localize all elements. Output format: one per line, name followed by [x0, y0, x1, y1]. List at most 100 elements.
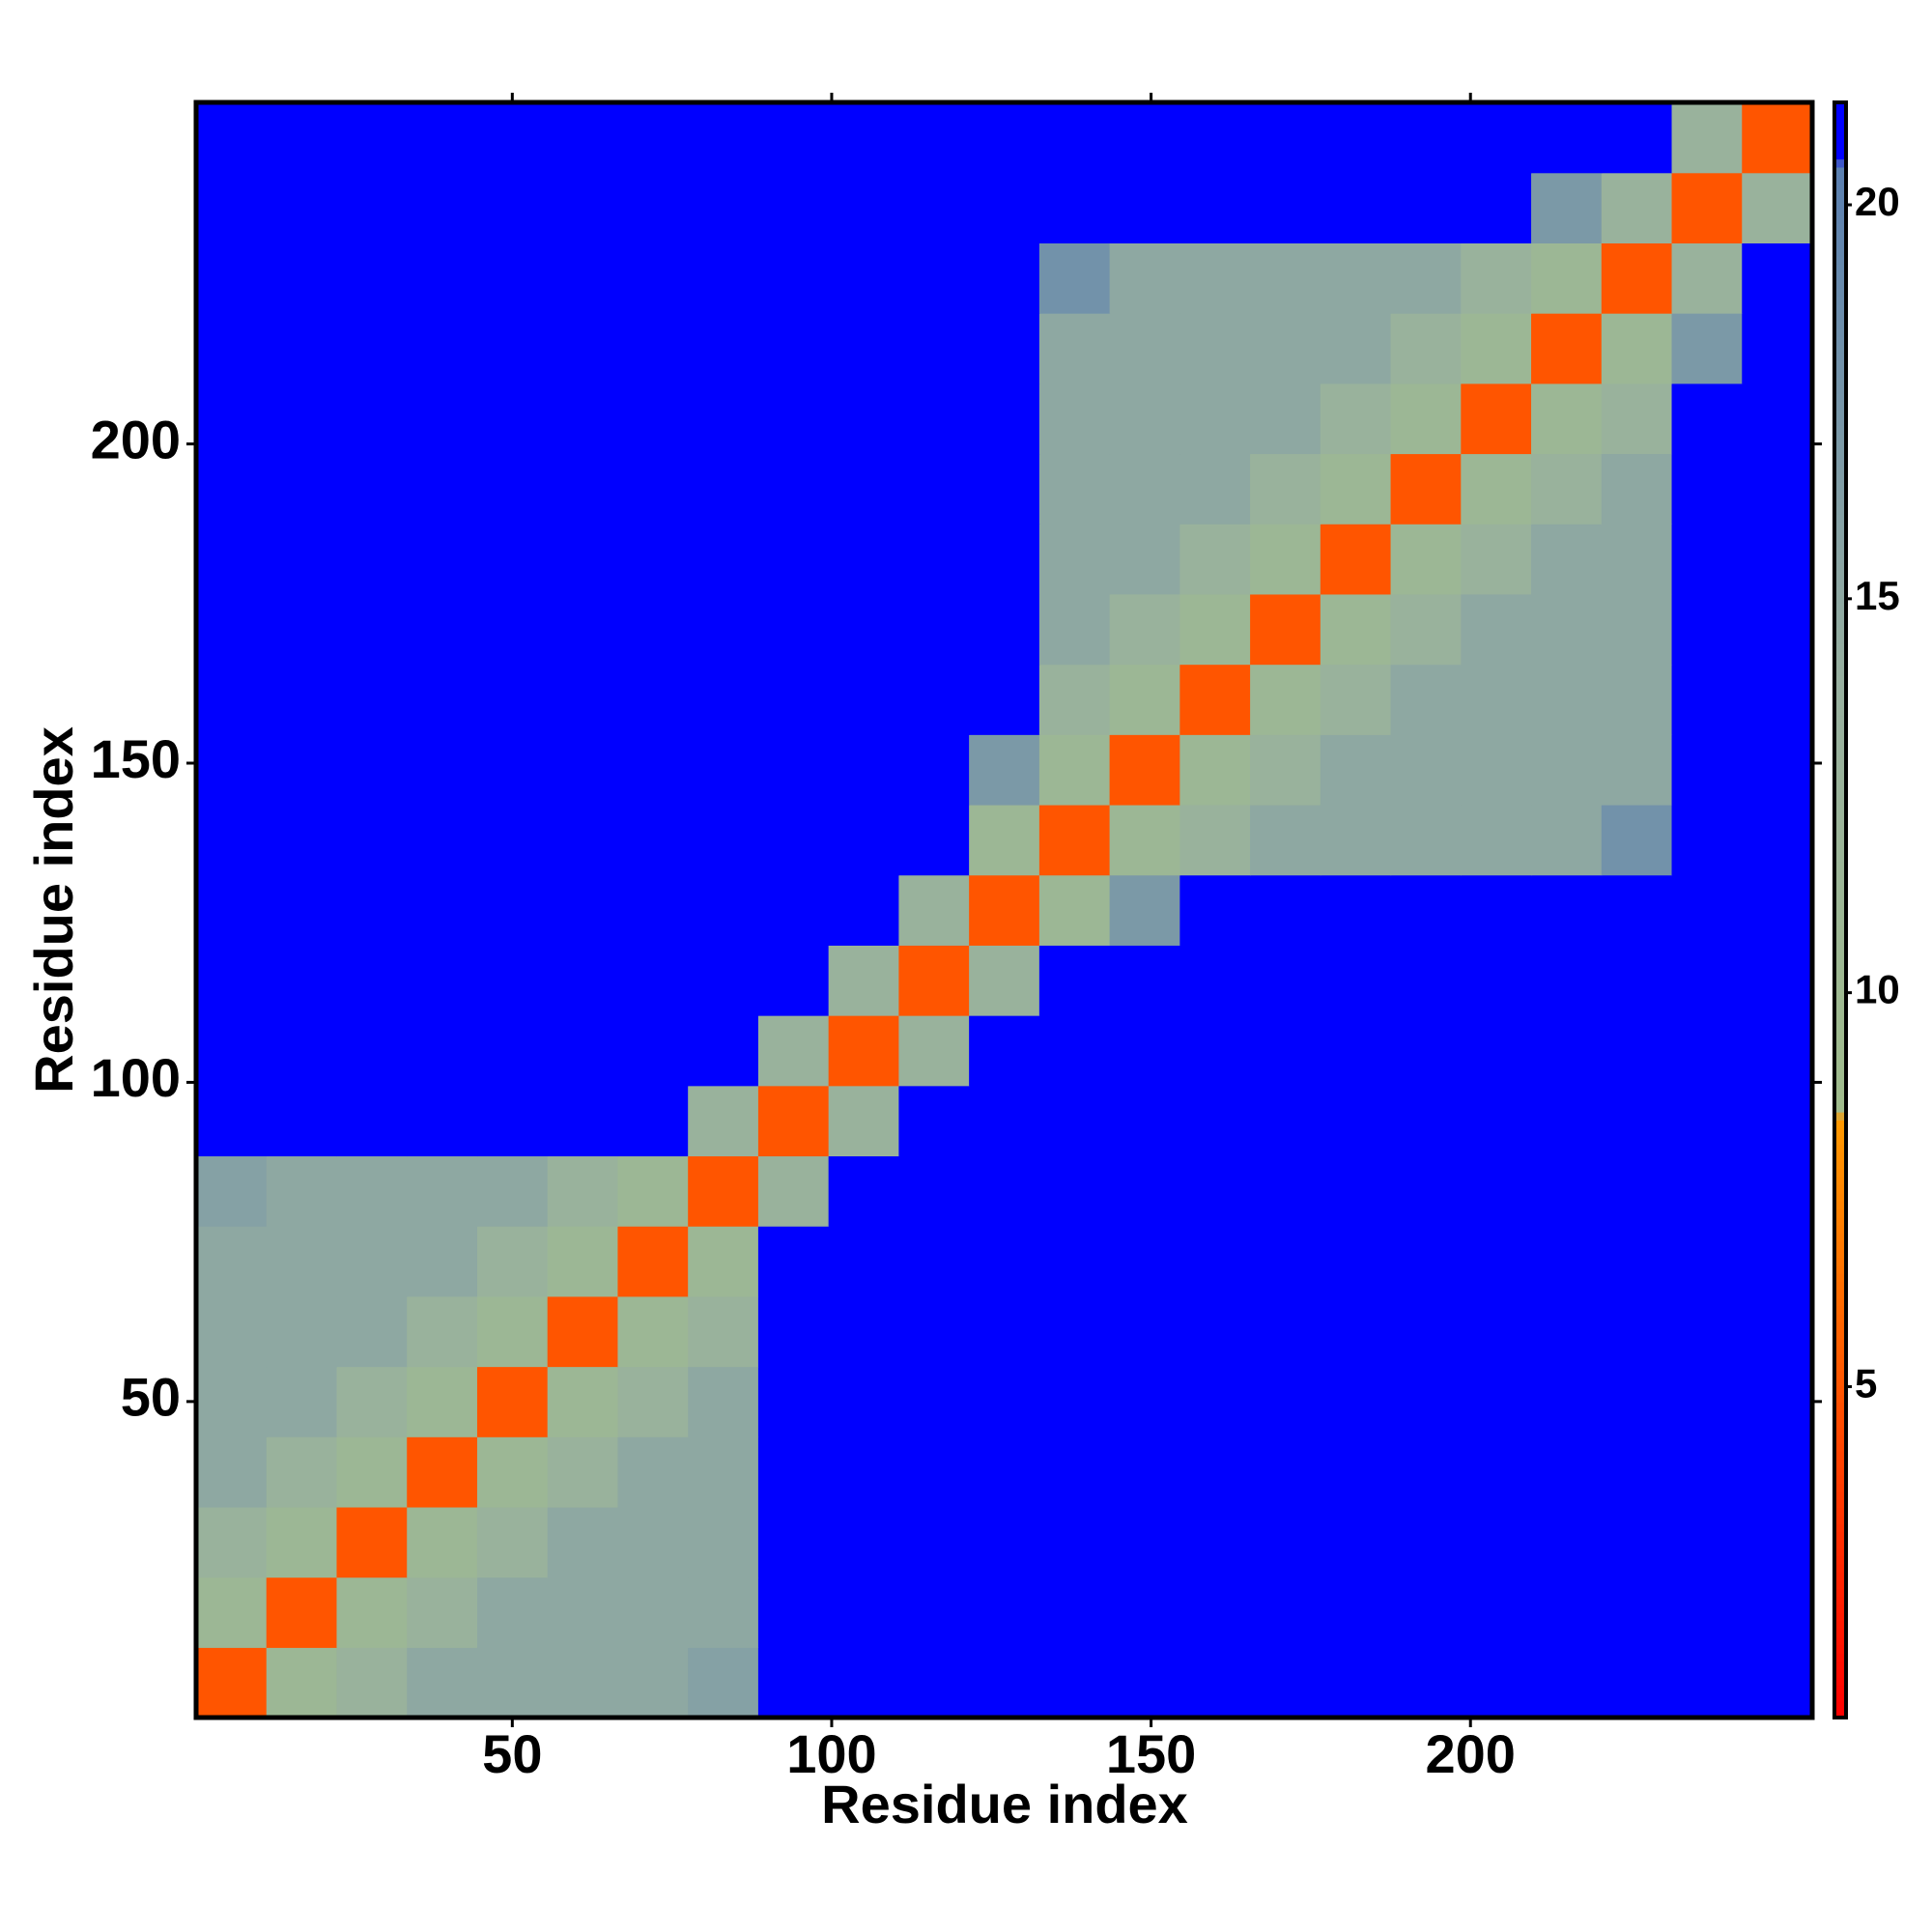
heatmap-cell: [1038, 1506, 1111, 1578]
heatmap-cell: [1390, 313, 1462, 384]
heatmap-cell: [266, 313, 338, 384]
colorbar-tick-label: 5: [1855, 1361, 1877, 1406]
heatmap-cell: [266, 172, 338, 243]
colorbar-segment: [1834, 1442, 1846, 1452]
colorbar-segment: [1834, 692, 1846, 701]
heatmap-cell: [1671, 1506, 1743, 1578]
heatmap-cell: [1250, 804, 1321, 876]
colorbar-segment: [1834, 279, 1846, 289]
heatmap-cell: [1531, 172, 1603, 243]
heatmap-cell: [1179, 664, 1251, 735]
heatmap-cell: [196, 383, 268, 455]
heatmap-cell: [1390, 1506, 1462, 1578]
colorbar-tick-label: 10: [1855, 967, 1900, 1012]
heatmap-cell: [196, 1366, 268, 1437]
heatmap-cell: [1601, 524, 1673, 595]
heatmap-cell: [969, 945, 1040, 1016]
colorbar-segment: [1834, 506, 1846, 515]
heatmap-cell: [617, 1155, 689, 1227]
heatmap-cell: [1109, 1155, 1180, 1227]
heatmap-cell: [757, 383, 830, 455]
heatmap-cell: [1320, 102, 1392, 174]
heatmap-cell: [407, 1366, 478, 1437]
heatmap-cell: [617, 593, 689, 666]
colorbar-segment: [1834, 497, 1846, 507]
heatmap-cell: [898, 1226, 970, 1297]
heatmap-cell: [476, 1015, 549, 1087]
colorbar-segment: [1834, 223, 1846, 233]
heatmap-cell: [266, 874, 338, 946]
heatmap-cell: [617, 242, 689, 314]
heatmap-cell: [266, 593, 338, 666]
heatmap-cell: [196, 734, 268, 806]
heatmap-cell: [1531, 1366, 1603, 1437]
heatmap-cell: [196, 102, 268, 174]
heatmap-cell: [1531, 524, 1603, 595]
heatmap-cell: [196, 1506, 268, 1578]
heatmap-cell: [1461, 804, 1532, 876]
colorbar-segment: [1834, 901, 1846, 911]
heatmap-cell: [1461, 1366, 1532, 1437]
colorbar-segment: [1834, 1184, 1846, 1194]
heatmap-cell: [547, 874, 619, 946]
heatmap-cell: [828, 313, 899, 384]
heatmap-cell: [617, 1085, 689, 1157]
y-tick-label: 200: [91, 409, 181, 469]
heatmap-cell: [1109, 1647, 1180, 1719]
heatmap-cell: [1531, 734, 1603, 806]
heatmap-cell: [1671, 524, 1743, 595]
heatmap-cell: [1250, 945, 1321, 1016]
colorbar-segment: [1834, 845, 1846, 855]
heatmap-cell: [1038, 734, 1111, 806]
heatmap-cell: [1601, 874, 1673, 946]
colorbar-segment: [1834, 231, 1846, 241]
heatmap-cell: [547, 453, 619, 525]
colorbar-segment: [1834, 934, 1846, 944]
heatmap-cell: [1038, 1577, 1111, 1648]
y-tick-label: 150: [91, 728, 181, 789]
colorbar-segment: [1834, 1281, 1846, 1291]
colorbar-segment: [1834, 368, 1846, 378]
colorbar-segment: [1834, 837, 1846, 846]
heatmap-cell: [1742, 1366, 1813, 1437]
heatmap-cell: [476, 945, 549, 1016]
heatmap-cell: [617, 664, 689, 735]
colorbar-segment: [1834, 829, 1846, 838]
heatmap-cell: [1390, 453, 1462, 525]
colorbar-segment: [1834, 1007, 1846, 1016]
heatmap-cell: [688, 1366, 759, 1437]
heatmap-cell: [969, 1015, 1040, 1087]
heatmap-cell: [476, 593, 549, 666]
heatmap-cell: [1038, 664, 1111, 735]
colorbar-segment: [1834, 1370, 1846, 1379]
heatmap-cell: [1742, 593, 1813, 666]
heatmap-cell: [407, 453, 478, 525]
heatmap-cell: [1742, 1295, 1813, 1368]
heatmap-cell: [828, 242, 899, 314]
colorbar-segment: [1834, 1063, 1846, 1072]
heatmap-cell: [1179, 1155, 1251, 1227]
heatmap-cell: [1531, 102, 1603, 174]
heatmap-cell: [617, 945, 689, 1016]
colorbar-segment: [1834, 998, 1846, 1008]
heatmap-cell: [1250, 664, 1321, 735]
heatmap-cell: [1461, 593, 1532, 666]
heatmap-cell: [1390, 1366, 1462, 1437]
heatmap-cell: [1601, 1577, 1673, 1648]
heatmap-cell: [1109, 664, 1180, 735]
heatmap-cell: [1531, 453, 1603, 525]
x-tick-label: 50: [482, 1723, 542, 1784]
heatmap-cell: [1531, 804, 1603, 876]
heatmap-cell: [407, 1577, 478, 1648]
heatmap-cell: [196, 664, 268, 735]
heatmap-cell: [1671, 874, 1743, 946]
colorbar-segment: [1834, 1596, 1846, 1605]
colorbar-segment: [1834, 683, 1846, 693]
heatmap-cell: [1601, 383, 1673, 455]
heatmap-cell: [1179, 804, 1251, 876]
heatmap-cell: [1038, 1366, 1111, 1437]
heatmap-cell: [1320, 1577, 1392, 1648]
heatmap-cell: [828, 453, 899, 525]
heatmap-cell: [1109, 804, 1180, 876]
colorbar-segment: [1834, 1249, 1846, 1259]
